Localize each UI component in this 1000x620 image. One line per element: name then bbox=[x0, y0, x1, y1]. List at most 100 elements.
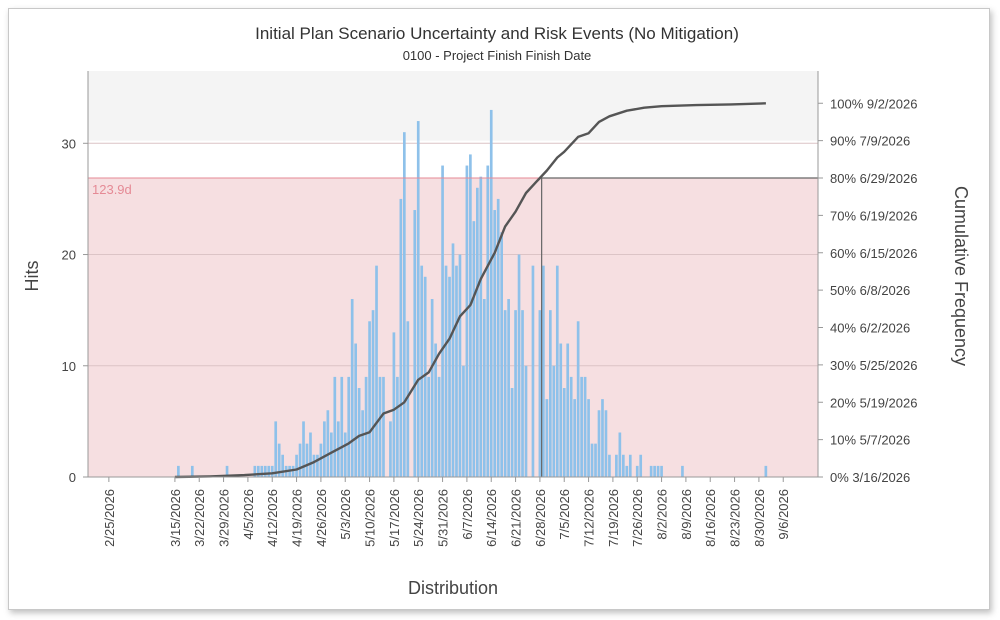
histogram-bar bbox=[190, 465, 194, 477]
histogram-bar bbox=[420, 265, 424, 477]
histogram-bar bbox=[298, 443, 302, 477]
histogram-bar bbox=[493, 210, 497, 478]
histogram-bar bbox=[482, 299, 486, 477]
histogram-bar bbox=[177, 465, 180, 477]
histogram-bar bbox=[364, 376, 368, 477]
histogram-bar bbox=[465, 165, 469, 477]
y2-tick-label: 20% 5/19/2026 bbox=[830, 395, 917, 410]
x-tick-label: 5/24/2026 bbox=[411, 489, 426, 547]
histogram-bar bbox=[635, 465, 639, 477]
histogram-bar bbox=[260, 465, 264, 477]
chart-title: Initial Plan Scenario Uncertainty and Ri… bbox=[255, 24, 739, 43]
x-tick-label: 5/31/2026 bbox=[436, 489, 451, 547]
x-tick-label: 6/14/2026 bbox=[484, 489, 499, 547]
histogram-bar bbox=[326, 410, 330, 477]
histogram-bar bbox=[681, 465, 684, 477]
histogram-bar bbox=[587, 399, 590, 477]
histogram-bar bbox=[396, 376, 399, 477]
x-tick-label: 4/19/2026 bbox=[290, 489, 305, 547]
histogram-bar bbox=[548, 310, 552, 477]
y2-tick-label: 70% 6/19/2026 bbox=[830, 208, 917, 223]
histogram-bar bbox=[274, 421, 278, 477]
histogram-bar bbox=[434, 343, 437, 477]
histogram-bar bbox=[319, 443, 323, 477]
histogram-bar bbox=[347, 376, 351, 477]
histogram-bar bbox=[305, 443, 309, 477]
histogram-bar bbox=[618, 432, 622, 477]
histogram-bar bbox=[562, 388, 566, 477]
y-tick-label: 20 bbox=[62, 248, 76, 263]
histogram-bar bbox=[392, 332, 396, 477]
histogram-bar bbox=[649, 465, 653, 477]
y-tick-label: 10 bbox=[62, 359, 76, 374]
histogram-bar bbox=[590, 443, 594, 477]
histogram-bar bbox=[256, 465, 260, 477]
y2-axis-title: Cumulative Frequency bbox=[951, 186, 971, 366]
histogram-bar bbox=[437, 376, 441, 477]
histogram-bar bbox=[277, 443, 281, 477]
histogram-bar bbox=[625, 465, 629, 477]
y2-tick-label: 30% 5/25/2026 bbox=[830, 358, 917, 373]
x-tick-label: 3/29/2026 bbox=[217, 489, 232, 547]
histogram-bar bbox=[583, 376, 587, 477]
y2-tick-label: 90% 7/9/2026 bbox=[830, 134, 910, 149]
x-tick-label: 2/25/2026 bbox=[102, 489, 117, 547]
chart-frame: Initial Plan Scenario Uncertainty and Ri… bbox=[8, 8, 990, 610]
histogram-bar bbox=[225, 465, 229, 477]
y2-tick-label: 80% 6/29/2026 bbox=[830, 171, 917, 186]
histogram-bar bbox=[444, 265, 448, 477]
histogram-bar bbox=[448, 276, 451, 477]
histogram-bar bbox=[475, 187, 479, 477]
histogram-bar bbox=[566, 343, 570, 477]
histogram-bar bbox=[555, 265, 559, 477]
histogram-bar bbox=[531, 265, 535, 477]
histogram-bar bbox=[538, 310, 542, 477]
reference-label: 123.9d bbox=[92, 182, 132, 197]
histogram-bar bbox=[500, 232, 504, 477]
histogram-bar bbox=[378, 376, 382, 477]
x-tick-label: 7/26/2026 bbox=[630, 489, 645, 547]
chart-subtitle: 0100 - Project Finish Finish Date bbox=[403, 48, 592, 63]
x-tick-label: 8/23/2026 bbox=[728, 489, 743, 547]
histogram-bar bbox=[423, 276, 427, 477]
histogram-bar bbox=[462, 365, 465, 477]
histogram-bar bbox=[764, 465, 768, 477]
y-tick-label: 0 bbox=[69, 470, 76, 485]
histogram-bar bbox=[441, 165, 444, 477]
x-tick-label: 4/26/2026 bbox=[314, 489, 329, 547]
histogram-bar bbox=[402, 132, 406, 477]
x-tick-label: 5/17/2026 bbox=[387, 489, 402, 547]
histogram-bar bbox=[576, 321, 580, 477]
histogram-bar bbox=[486, 165, 490, 477]
histogram-bar bbox=[340, 376, 344, 477]
histogram-bar bbox=[552, 365, 556, 477]
histogram-bar bbox=[451, 243, 455, 477]
x-tick-label: 8/9/2026 bbox=[679, 489, 694, 540]
x-tick-label: 3/22/2026 bbox=[192, 489, 207, 547]
histogram-bar bbox=[382, 376, 385, 477]
histogram-bar bbox=[472, 221, 476, 477]
histogram-bar bbox=[295, 454, 298, 477]
histogram-bar bbox=[291, 465, 295, 477]
x-tick-label: 8/30/2026 bbox=[752, 489, 767, 547]
x-axis-title: Distribution bbox=[408, 578, 498, 598]
y2-tick-label: 10% 5/7/2026 bbox=[830, 433, 910, 448]
histogram-bar bbox=[375, 265, 378, 477]
histogram-bar bbox=[604, 410, 608, 477]
x-tick-label: 6/28/2026 bbox=[533, 489, 548, 547]
histogram-bar bbox=[389, 421, 392, 477]
histogram-bar bbox=[309, 432, 312, 477]
histogram-chart: Initial Plan Scenario Uncertainty and Ri… bbox=[22, 24, 971, 598]
histogram-bar bbox=[608, 454, 611, 477]
y2-tick-label: 60% 6/15/2026 bbox=[830, 246, 917, 261]
histogram-bar bbox=[569, 376, 573, 477]
histogram-bar bbox=[399, 198, 403, 478]
histogram-bar bbox=[469, 154, 472, 477]
histogram-bar bbox=[628, 454, 632, 477]
histogram-bar bbox=[253, 465, 257, 477]
histogram-bar bbox=[545, 399, 549, 477]
x-tick-label: 9/6/2026 bbox=[776, 489, 791, 540]
x-tick-label: 5/10/2026 bbox=[363, 489, 378, 547]
histogram-bar bbox=[430, 299, 434, 477]
histogram-bar bbox=[510, 388, 514, 477]
